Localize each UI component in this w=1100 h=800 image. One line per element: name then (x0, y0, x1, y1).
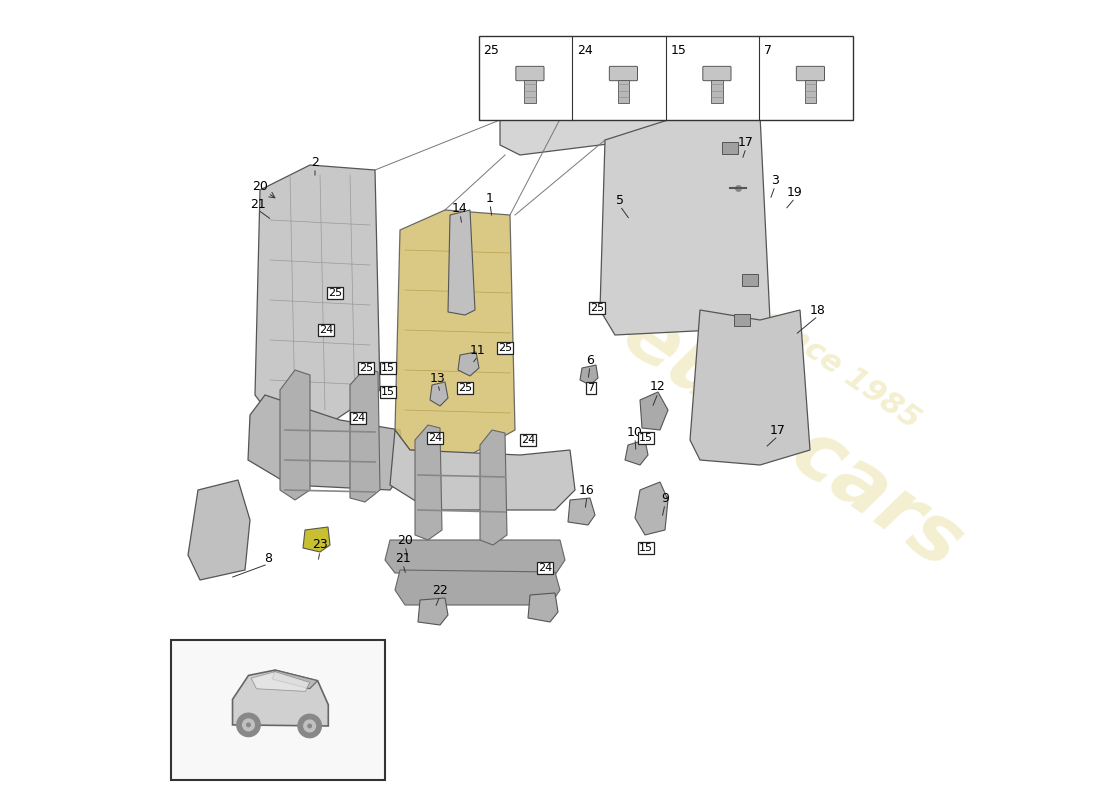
Text: 25: 25 (328, 288, 342, 298)
Text: 10: 10 (627, 426, 642, 438)
Bar (618, 80, 629, 102)
Text: 20: 20 (397, 534, 412, 546)
Bar (712, 80, 723, 102)
Text: 25: 25 (484, 44, 499, 57)
Text: 25: 25 (590, 303, 604, 313)
Text: 15: 15 (381, 387, 395, 397)
Text: a passion since 1985: a passion since 1985 (615, 206, 925, 434)
Text: 7: 7 (587, 383, 595, 393)
Circle shape (304, 720, 316, 732)
Text: 8: 8 (264, 551, 272, 565)
FancyBboxPatch shape (796, 66, 825, 81)
Polygon shape (385, 540, 565, 575)
Circle shape (308, 724, 311, 728)
Polygon shape (640, 392, 668, 430)
Text: 2: 2 (311, 155, 319, 169)
Polygon shape (232, 670, 328, 726)
Text: 17: 17 (738, 135, 754, 149)
Polygon shape (430, 382, 448, 406)
Text: 14: 14 (452, 202, 468, 214)
Polygon shape (395, 210, 515, 455)
Text: 24: 24 (319, 325, 333, 335)
Text: 21: 21 (395, 551, 411, 565)
Polygon shape (458, 352, 478, 376)
Text: 6: 6 (586, 354, 594, 366)
Text: 24: 24 (351, 413, 365, 423)
Bar (525, 80, 536, 102)
Polygon shape (625, 440, 648, 465)
Text: 25: 25 (498, 343, 513, 353)
Text: 23: 23 (312, 538, 328, 551)
Text: 3: 3 (771, 174, 779, 186)
Polygon shape (390, 430, 575, 510)
Text: 22: 22 (432, 583, 448, 597)
Text: 15: 15 (639, 433, 653, 443)
Polygon shape (500, 100, 720, 155)
Polygon shape (580, 365, 598, 385)
Circle shape (243, 719, 254, 730)
Polygon shape (742, 274, 758, 286)
Polygon shape (480, 430, 507, 545)
Text: 9: 9 (661, 491, 669, 505)
Text: 15: 15 (639, 543, 653, 553)
Polygon shape (251, 672, 310, 691)
Polygon shape (418, 598, 448, 625)
Text: 25: 25 (458, 383, 472, 393)
Text: 24: 24 (538, 563, 552, 573)
Polygon shape (273, 670, 318, 689)
Polygon shape (248, 395, 405, 490)
Polygon shape (568, 498, 595, 525)
Polygon shape (188, 480, 250, 580)
FancyBboxPatch shape (609, 66, 638, 81)
Text: 19: 19 (788, 186, 803, 198)
Polygon shape (350, 368, 380, 502)
Polygon shape (302, 527, 330, 552)
Polygon shape (280, 370, 310, 500)
Bar (478, 36, 852, 120)
Circle shape (298, 714, 321, 738)
Text: 4: 4 (488, 91, 496, 105)
Text: 21: 21 (250, 198, 266, 210)
Text: 16: 16 (579, 483, 595, 497)
Bar (170, 640, 385, 780)
Text: 20: 20 (252, 181, 268, 194)
Text: 12: 12 (650, 381, 666, 394)
Text: 17: 17 (770, 423, 785, 437)
Text: 7: 7 (764, 44, 772, 57)
Text: 19: 19 (612, 91, 628, 105)
Polygon shape (528, 593, 558, 622)
Polygon shape (415, 425, 442, 540)
Polygon shape (395, 570, 560, 605)
Text: 15: 15 (671, 44, 686, 57)
Polygon shape (722, 142, 738, 154)
Text: 5: 5 (616, 194, 624, 206)
Text: 24: 24 (428, 433, 442, 443)
Text: 18: 18 (810, 303, 826, 317)
Text: 13: 13 (430, 371, 446, 385)
Text: 24: 24 (578, 44, 593, 57)
Text: 25: 25 (359, 363, 373, 373)
Circle shape (236, 713, 261, 737)
Polygon shape (734, 314, 750, 326)
Polygon shape (600, 105, 770, 335)
Text: 24: 24 (521, 435, 535, 445)
Polygon shape (448, 210, 475, 315)
Circle shape (246, 723, 250, 726)
Polygon shape (635, 482, 668, 535)
Text: 1: 1 (486, 191, 494, 205)
Polygon shape (690, 310, 810, 465)
Text: 15: 15 (381, 363, 395, 373)
Text: 11: 11 (470, 343, 486, 357)
Bar (805, 80, 816, 102)
Text: eurocars: eurocars (607, 294, 977, 586)
FancyBboxPatch shape (703, 66, 732, 81)
Polygon shape (255, 165, 380, 420)
FancyBboxPatch shape (516, 66, 544, 81)
